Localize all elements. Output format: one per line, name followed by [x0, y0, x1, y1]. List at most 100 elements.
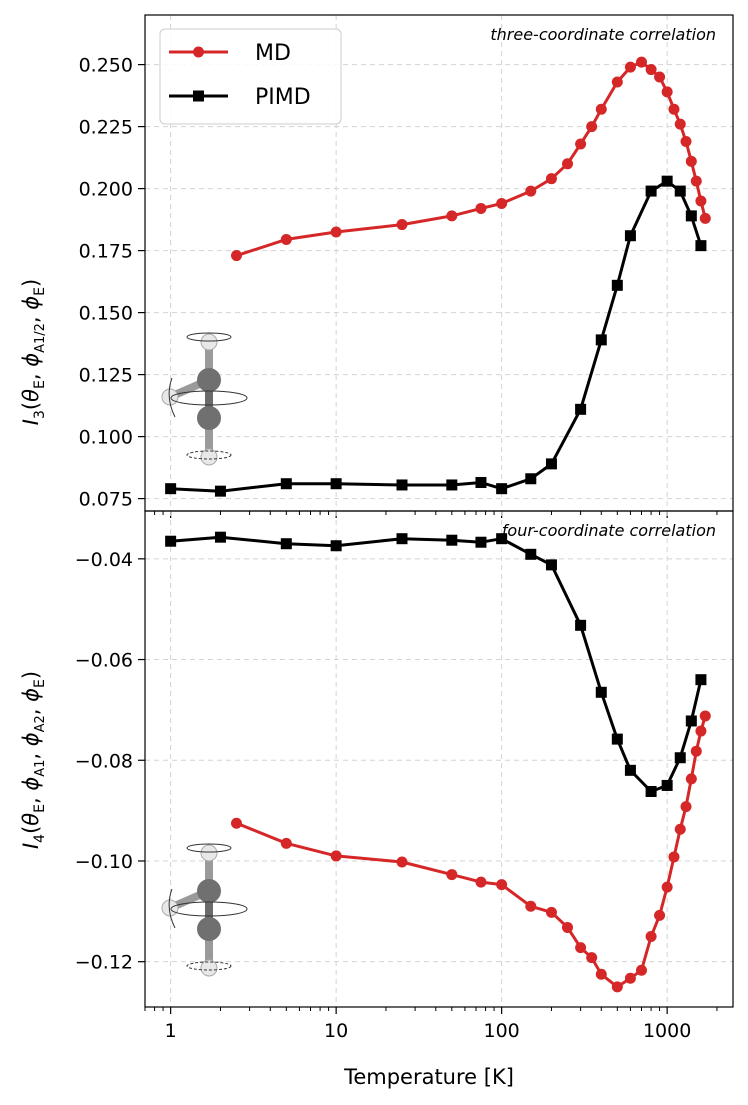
svg-text:I4(θE, ϕA1, ϕA2, ϕE): I4(θE, ϕA1, ϕA2, ϕE) [19, 671, 48, 849]
data-point-pimd [661, 175, 673, 187]
data-point-md [475, 876, 487, 888]
data-point-pimd [496, 533, 508, 545]
data-point-md [575, 942, 587, 954]
data-point-md [280, 837, 292, 849]
data-point-md [636, 964, 648, 976]
data-point-pimd [661, 779, 673, 791]
data-point-md [545, 173, 557, 185]
series-line-md [235, 715, 707, 989]
y-tick-label: 0.225 [79, 117, 133, 139]
data-point-md [230, 817, 242, 829]
data-point-md [695, 725, 707, 737]
data-point-pimd [674, 752, 686, 764]
data-point-pimd [685, 210, 697, 222]
data-point-pimd [446, 534, 458, 546]
y-tick-label: −0.04 [75, 549, 133, 571]
y-tick-label: 0.125 [79, 365, 133, 387]
svg-text:I3(θE, ϕA1/2, ϕE): I3(θE, ϕA1/2, ϕE) [19, 279, 48, 425]
data-point-md [595, 968, 607, 980]
data-point-pimd [330, 540, 342, 552]
top-series [165, 56, 711, 497]
data-point-pimd [674, 185, 686, 197]
data-point-md [695, 195, 707, 207]
data-point-md [575, 138, 587, 150]
legend-md-label: MD [255, 41, 291, 66]
legend-pimd-marker [193, 90, 204, 102]
x-tick-label: 1 [165, 1020, 177, 1042]
data-point-md [586, 952, 598, 964]
data-point-pimd [611, 279, 623, 291]
data-point-md [668, 103, 680, 115]
data-point-pimd [645, 785, 657, 797]
legend: MD PIMD [159, 28, 342, 125]
top-y-axis: 0.075 0.100 0.125 0.150 0.175 0.200 0.225 0.250 [79, 55, 145, 511]
data-point-md [680, 135, 692, 147]
data-point-pimd [624, 230, 636, 242]
data-point-pimd [645, 185, 657, 197]
data-point-pimd [396, 479, 408, 491]
data-point-md [699, 710, 711, 722]
data-point-md [690, 745, 702, 757]
data-point-pimd [695, 240, 707, 252]
data-point-pimd [595, 686, 607, 698]
data-point-md [680, 801, 692, 813]
data-point-pimd [214, 485, 226, 497]
data-point-pimd [545, 458, 557, 470]
data-point-pimd [475, 536, 487, 548]
data-point-pimd [280, 538, 292, 550]
data-point-md [446, 869, 458, 881]
data-point-md [685, 773, 697, 785]
legend-md-marker [193, 46, 204, 58]
bottom-gridlines [145, 511, 733, 1007]
data-point-pimd [165, 483, 177, 495]
data-point-md [525, 900, 537, 912]
data-point-md [496, 879, 508, 891]
data-point-md [624, 972, 636, 984]
data-point-md [654, 71, 666, 83]
data-point-md [654, 909, 666, 921]
data-point-md [624, 61, 636, 73]
data-point-md [396, 856, 408, 868]
data-point-pimd [446, 479, 458, 491]
data-point-md [690, 175, 702, 187]
legend-entry-md: MD [169, 41, 291, 66]
bottom-series [165, 531, 711, 993]
data-point-pimd [330, 478, 342, 490]
data-point-pimd [595, 334, 607, 346]
data-point-md [699, 212, 711, 224]
data-point-md [674, 118, 686, 130]
y-tick-label: −0.06 [75, 650, 133, 672]
legend-pimd-label: PIMD [255, 85, 311, 110]
data-point-md [330, 226, 342, 238]
data-point-pimd [575, 403, 587, 415]
data-point-md [636, 56, 648, 68]
y-tick-label: 0.175 [79, 241, 133, 263]
y-tick-label: 0.075 [79, 489, 133, 511]
data-point-md [674, 823, 686, 835]
data-point-md [645, 64, 657, 76]
data-point-md [280, 233, 292, 245]
data-point-pimd [165, 535, 177, 547]
y-tick-label: 0.100 [79, 427, 133, 449]
y-tick-label: 0.200 [79, 179, 133, 201]
data-point-md [446, 210, 458, 222]
data-point-md [496, 197, 508, 209]
data-point-md [475, 202, 487, 214]
data-point-md [685, 155, 697, 167]
data-point-md [561, 921, 573, 933]
data-point-pimd [575, 619, 587, 631]
data-point-pimd [475, 476, 487, 488]
molecule-illustration [161, 843, 248, 977]
top-y-axis-label: I3(θE, ϕA1/2, ϕE) [19, 279, 48, 425]
series-line-pimd [170, 535, 703, 793]
data-point-pimd [525, 548, 537, 560]
data-point-md [561, 158, 573, 170]
molecule-illustration [161, 332, 248, 466]
y-tick-label: −0.08 [75, 750, 133, 772]
data-point-md [661, 86, 673, 98]
data-point-md [595, 103, 607, 115]
data-point-pimd [545, 559, 557, 571]
bottom-y-axis: −0.12 −0.10 −0.08 −0.06 −0.04 [75, 549, 145, 974]
data-point-md [668, 851, 680, 863]
